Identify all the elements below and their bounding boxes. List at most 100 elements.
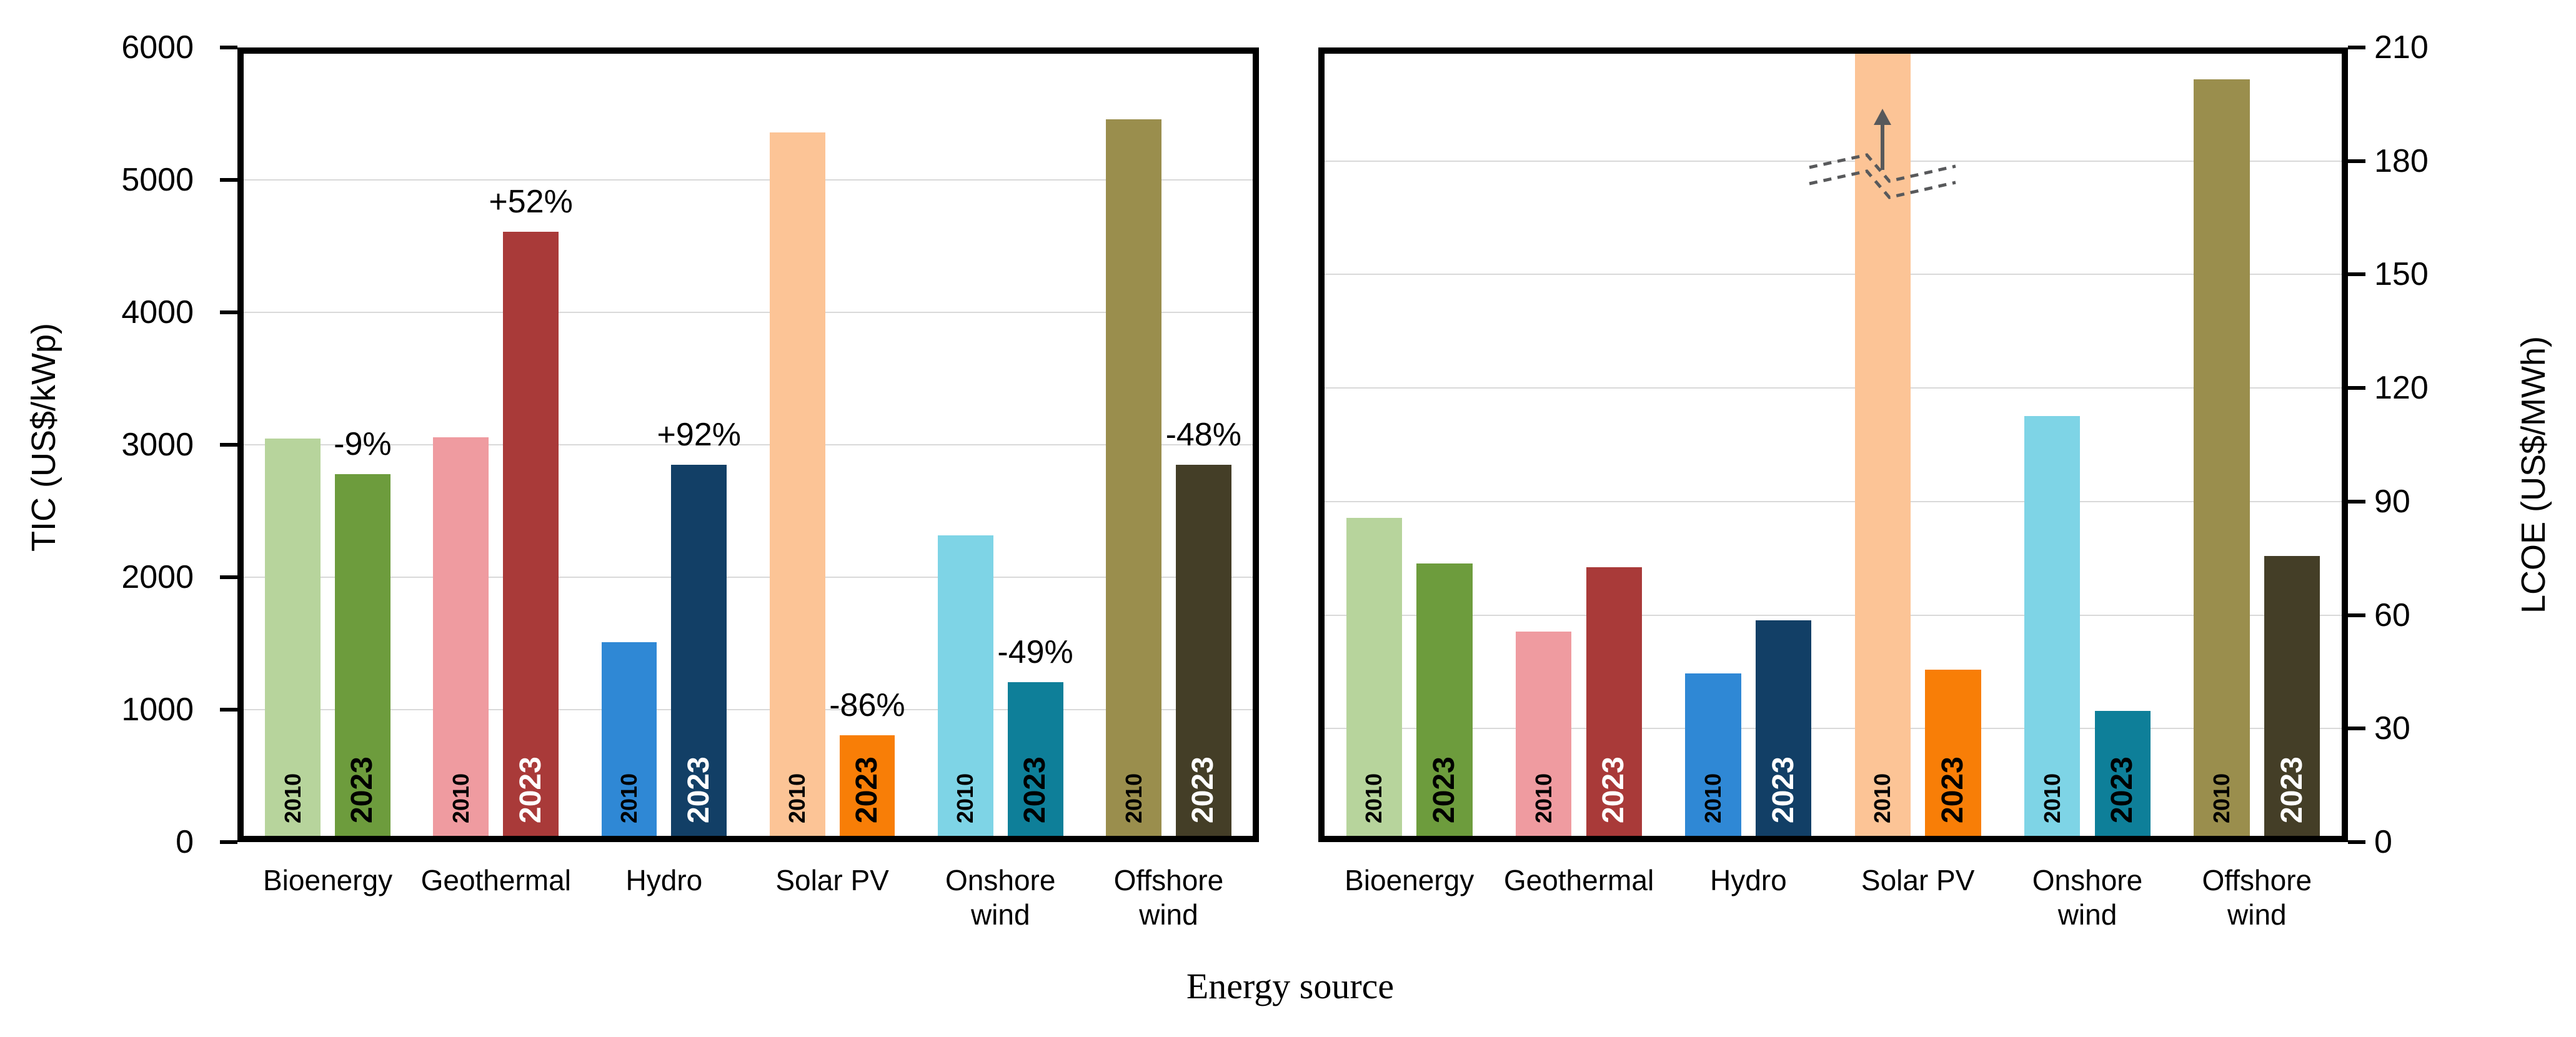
bar-year-label: 2023 [1427, 757, 1461, 823]
bar-year-label: 2023 [2106, 757, 2139, 823]
offscale-up-arrow-icon [1874, 109, 1892, 125]
gridline [1325, 274, 2342, 275]
gridline [244, 179, 1253, 181]
y-axis-tick [220, 708, 237, 712]
lcoe-panel: 2010 2010 2010 2010 2010 2010 2023 2023 2023 2023… [1318, 47, 2348, 842]
pct-change-annotation-geothermal: +52% [489, 184, 573, 221]
bar-year-label: 2023 [1018, 757, 1052, 823]
y-axis-tick [220, 840, 237, 844]
y-tick-label: 1000 [121, 692, 194, 728]
y-axis-tick [220, 310, 237, 314]
bar-year-label: 2023 [1936, 757, 1969, 823]
category-label-solar-pv: Solar PV [738, 863, 926, 898]
gridline [1325, 500, 2342, 502]
bar-year-label: 2023 [1766, 757, 1800, 823]
category-label-line: Hydro [625, 864, 703, 896]
bar-year-label: 2023 [1186, 757, 1220, 823]
gridline [1325, 387, 2342, 389]
bar-geothermal-2023 [503, 232, 559, 836]
y-tick-label: 0 [2374, 824, 2392, 860]
y-tick-label: 180 [2374, 142, 2429, 179]
y-axis-tick [2348, 46, 2365, 49]
gridline [1325, 160, 2342, 162]
category-label-solar-pv: Solar PV [1824, 863, 2012, 898]
bar-onshore-wind-2023 [1007, 682, 1063, 836]
y-tick-label: 6000 [121, 29, 194, 66]
gridline [244, 709, 1253, 710]
x-axis-title: Energy source [1186, 966, 1395, 1006]
gridline [244, 312, 1253, 313]
gridline [244, 577, 1253, 578]
bar-bioenergy-2010 [265, 439, 321, 836]
category-label-line: Offshore [1113, 864, 1224, 896]
y-axis-tick [2348, 727, 2365, 731]
category-label-geothermal: Geothermal [402, 863, 590, 898]
bar-year-label: 2010 [1120, 773, 1146, 823]
y-axis-tick [220, 443, 237, 447]
y-tick-label: 3000 [121, 427, 194, 463]
bar-solar-pv-2023 [1925, 669, 1981, 836]
category-label-hydro: Hydro [1654, 863, 1842, 898]
bar-geothermal-2023 [1586, 567, 1643, 836]
y-tick-label: 4000 [121, 294, 194, 330]
y-axis-tick [220, 46, 237, 49]
category-label-onshore-wind: Onshore wind [1994, 863, 2181, 932]
y-axis-tick [220, 575, 237, 579]
offscale-arrow-shaft [1881, 122, 1885, 170]
bar-year-label: 2023 [1597, 757, 1631, 823]
tic-panel: 2010 2010 2010 2010 2010 2010 2023 2023 2023 2023… [237, 47, 1259, 842]
category-label-line: Hydro [1709, 864, 1787, 896]
y-axis-tick [2348, 386, 2365, 390]
bar-offshore-wind-2010 [2194, 79, 2250, 836]
y-tick-label: 150 [2374, 256, 2429, 293]
y-axis-tick [2348, 159, 2365, 163]
category-label-offshore-wind: Offshore wind [1075, 863, 1262, 932]
bar-year-label: 2023 [682, 757, 715, 823]
category-label-onshore-wind: Onshore wind [907, 863, 1094, 932]
y-tick-label: 90 [2374, 483, 2410, 520]
bar-year-label: 2010 [2039, 773, 2065, 823]
bar-year-label: 2010 [1530, 773, 1556, 823]
bar-year-label: 2023 [514, 757, 547, 823]
category-label-line: Solar PV [1861, 864, 1975, 896]
y-tick-label: 5000 [121, 162, 194, 198]
category-label-bioenergy: Bioenergy [234, 863, 422, 898]
category-label-hydro: Hydro [570, 863, 758, 898]
bar-hydro-2023 [671, 465, 727, 836]
pct-change-annotation-onshore-wind: -49% [997, 634, 1073, 671]
bar-onshore-wind-2010 [937, 535, 993, 836]
y-tick-label: 210 [2374, 29, 2429, 66]
category-label-bioenergy: Bioenergy [1316, 863, 1503, 898]
bar-year-label: 2010 [279, 773, 306, 823]
bar-year-label: 2010 [952, 773, 978, 823]
bar-year-label: 2010 [784, 773, 810, 823]
y-tick-label: 30 [2374, 710, 2410, 747]
bar-hydro-2023 [1755, 620, 1812, 836]
bar-offshore-wind-2010 [1106, 119, 1161, 836]
category-label-line: Bioenergy [263, 864, 393, 896]
bar-offshore-wind-2023 [1175, 465, 1231, 836]
y-axis-tick [2348, 613, 2365, 617]
pct-change-annotation-offshore-wind: -48% [1165, 417, 1241, 454]
category-label-line: Bioenergy [1345, 864, 1474, 896]
bar-hydro-2010 [601, 642, 657, 836]
y-axis-tick [2348, 499, 2365, 504]
bar-bioenergy-2023 [1416, 563, 1473, 836]
bar-year-label: 2023 [2275, 757, 2309, 823]
bar-year-label: 2023 [346, 757, 379, 823]
bar-onshore-wind-2010 [2024, 415, 2081, 836]
y-axis-tick [2348, 272, 2365, 277]
category-label-line: wind [2227, 898, 2287, 931]
category-label-line: wind [2057, 898, 2117, 931]
y-tick-label: 120 [2374, 370, 2429, 407]
category-label-line: Geothermal [1503, 864, 1654, 896]
category-label-line: wind [970, 898, 1030, 931]
category-label-line: wind [1139, 898, 1198, 931]
y-tick-label: 0 [176, 824, 194, 860]
bar-geothermal-2010 [1515, 631, 1572, 836]
bar-solar-pv-2010 [769, 132, 825, 836]
category-label-line: Onshore [945, 864, 1056, 896]
bar-solar-pv-2023 [839, 735, 895, 836]
bar-bioenergy-2010 [1346, 518, 1403, 836]
bar-year-label: 2010 [1869, 773, 1896, 823]
